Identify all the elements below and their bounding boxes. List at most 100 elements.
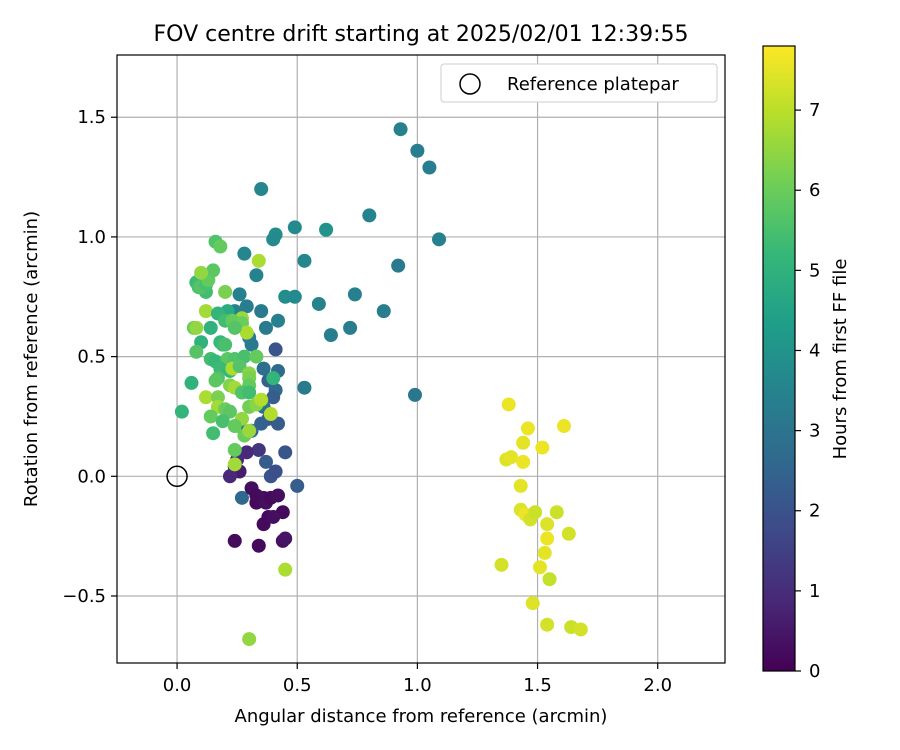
data-point <box>391 258 406 273</box>
data-point <box>278 562 293 577</box>
legend: Reference platepar <box>440 63 718 103</box>
data-point <box>266 509 281 524</box>
plot-frame <box>116 54 726 664</box>
data-point <box>347 287 362 302</box>
data-point <box>290 478 305 493</box>
data-point <box>535 440 550 455</box>
data-point <box>287 289 302 304</box>
data-point <box>311 296 326 311</box>
y-tick-label: 0.0 <box>77 466 106 487</box>
data-point <box>227 442 242 457</box>
data-point <box>319 222 334 237</box>
data-point <box>432 232 447 247</box>
data-point <box>227 457 242 472</box>
data-point <box>198 304 213 319</box>
data-point <box>239 445 254 460</box>
colorbar-tick-label: 7 <box>809 100 820 121</box>
data-point <box>222 469 237 484</box>
data-point <box>542 572 557 587</box>
data-point <box>278 289 293 304</box>
data-point <box>218 284 233 299</box>
data-point <box>376 304 391 319</box>
data-point <box>410 143 425 158</box>
data-point <box>251 538 266 553</box>
colorbar-tick-label: 2 <box>809 501 820 522</box>
data-point <box>239 325 254 340</box>
data-point <box>278 531 293 546</box>
data-point <box>573 622 588 637</box>
data-point <box>249 349 264 364</box>
data-point <box>215 414 230 429</box>
data-point <box>237 246 252 261</box>
chart-title: FOV centre drift starting at 2025/02/01 … <box>154 22 689 47</box>
x-tick-label: 1.0 <box>403 675 432 696</box>
data-point <box>242 385 257 400</box>
data-point <box>501 397 516 412</box>
data-point <box>494 557 509 572</box>
x-axis-ticks: 0.0 0.5 1.0 1.5 2.0 <box>163 663 672 696</box>
data-point <box>532 560 547 575</box>
data-point <box>222 404 237 419</box>
data-point <box>189 344 204 359</box>
data-point <box>242 423 257 438</box>
data-point <box>254 304 269 319</box>
data-point <box>256 361 271 376</box>
colorbar-label: Hours from first FF file <box>830 259 851 460</box>
colorbar-tick-label: 5 <box>809 260 820 281</box>
data-point <box>174 404 189 419</box>
data-point <box>561 526 576 541</box>
legend-label: Reference platepar <box>507 74 679 95</box>
data-point <box>520 421 535 436</box>
data-point <box>513 478 528 493</box>
data-point <box>422 160 437 175</box>
data-point <box>249 495 264 510</box>
data-point <box>537 545 552 560</box>
colorbar-tick-label: 6 <box>809 180 820 201</box>
data-point <box>232 359 247 374</box>
colorbar-tick-label: 1 <box>809 581 820 602</box>
data-point <box>234 490 249 505</box>
data-point <box>256 517 271 532</box>
data-point <box>549 505 564 520</box>
data-point <box>516 454 531 469</box>
x-tick-label: 2.0 <box>643 675 672 696</box>
data-point <box>540 617 555 632</box>
data-point <box>242 632 257 647</box>
colorbar-gradient <box>762 45 796 672</box>
data-point <box>206 263 221 278</box>
x-tick-label: 0.5 <box>283 675 312 696</box>
data-point <box>362 208 377 223</box>
data-point <box>203 320 218 335</box>
data-point <box>239 299 254 314</box>
legend-marker <box>459 73 481 95</box>
colorbar: 0 1 2 3 4 5 6 7 Hours from first FF file <box>762 45 851 682</box>
data-point <box>258 320 273 335</box>
data-point <box>189 320 204 335</box>
colorbar-tick-label: 0 <box>809 661 820 682</box>
data-point <box>203 409 218 424</box>
data-point <box>393 122 408 137</box>
data-point <box>540 531 555 546</box>
reference-platepar-marker <box>166 465 188 488</box>
data-point <box>297 380 312 395</box>
scatter-points <box>174 122 588 647</box>
data-point <box>227 320 242 335</box>
data-point <box>271 416 286 431</box>
data-point <box>251 253 266 268</box>
data-point <box>218 337 233 352</box>
legend-box <box>440 63 718 103</box>
data-point <box>297 253 312 268</box>
data-point <box>254 182 269 197</box>
y-tick-label: −0.5 <box>62 586 106 607</box>
y-axis-ticks: −0.5 0.0 0.5 1.0 1.5 <box>62 107 117 607</box>
y-tick-label: 0.5 <box>77 347 106 368</box>
data-point <box>528 505 543 520</box>
data-point <box>227 533 242 548</box>
data-point <box>227 419 242 434</box>
data-point <box>407 387 422 402</box>
data-point <box>516 435 531 450</box>
data-point <box>198 390 213 405</box>
data-point <box>194 265 209 280</box>
data-point <box>263 407 278 422</box>
